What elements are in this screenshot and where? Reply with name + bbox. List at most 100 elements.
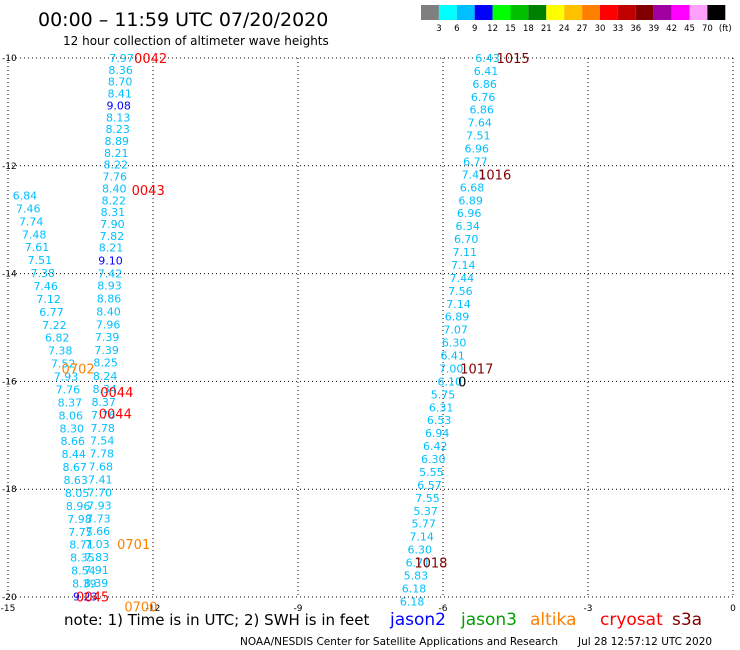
swh-value: 5.75 (431, 388, 456, 401)
swh-value: 7.38 (31, 267, 56, 280)
color-scale-label: 45 (684, 24, 695, 34)
swh-value: 8.25 (93, 357, 118, 370)
swh-value: 7.46 (16, 202, 41, 215)
pass-time-label: 1015 (497, 52, 530, 67)
color-scale-label: 39 (648, 24, 659, 34)
swh-value: 7.07 (443, 324, 468, 337)
swh-value: 8.30 (60, 422, 85, 435)
swh-value: 7.41 (462, 168, 487, 181)
swh-value: 6.41 (474, 65, 499, 78)
chart-title: 00:00 – 11:59 UTC 07/20/2020 (38, 9, 328, 31)
swh-value: 7.51 (28, 254, 53, 267)
satellite-s3a: s3a (672, 610, 702, 630)
swh-value: 7.70 (88, 486, 113, 499)
swh-value: 8.22 (104, 159, 129, 172)
swh-value: 6.86 (469, 104, 494, 117)
color-swatch (546, 5, 565, 20)
swh-value: 6.77 (39, 306, 64, 319)
swh-value: 7.73 (86, 512, 111, 525)
color-scale-label: 12 (487, 24, 498, 34)
swh-value: 7.38 (48, 345, 73, 358)
swh-value: 8.35 (70, 552, 95, 565)
x-tick-label: -6 (439, 604, 448, 614)
swh-value: 6.89 (458, 194, 483, 207)
swh-value: 7.93 (54, 371, 79, 384)
swh-value: 7.93 (87, 499, 112, 512)
color-swatch (421, 5, 439, 20)
swh-value: 7.42 (98, 268, 123, 281)
swh-value: 7.64 (467, 117, 492, 130)
pass-time-label: 1017 (460, 363, 493, 378)
color-scale-label: 3 (436, 24, 441, 34)
y-tick-label: -18 (2, 485, 17, 495)
note-text: note: 1) Time is in UTC; 2) SWH is in fe… (64, 611, 370, 629)
color-scale-legend: 3 6 9 12 15 18 21 24 27 30 33 36 39 42 45 70 (ft) (421, 5, 732, 34)
swh-value: 8.96 (66, 500, 91, 513)
x-tick-label: -15 (1, 604, 16, 614)
swh-value: 6.34 (455, 220, 480, 233)
swh-value: 5.55 (419, 466, 444, 479)
swh-value: 6.10 (438, 375, 463, 388)
swh-value: 8.93 (97, 280, 122, 293)
color-scale-label: 6 (454, 24, 459, 34)
satellite-cryosat: cryosat (600, 610, 663, 630)
swh-value: 7.52 (51, 358, 76, 371)
swh-value: 8.37 (91, 396, 116, 409)
swh-value: 9.08 (106, 99, 131, 112)
color-swatch (438, 5, 457, 20)
footer-timestamp: Jul 28 12:57:12 UTC 2020 (577, 636, 712, 648)
swh-value: 7.44 (450, 272, 475, 285)
swh-value: 8.21 (104, 147, 129, 160)
swh-value: 8.24 (93, 370, 118, 383)
swh-value: 6.70 (454, 233, 479, 246)
swh-value: 8.13 (106, 111, 131, 124)
x-tick-label: -12 (146, 604, 161, 614)
swh-value: 5.83 (404, 569, 429, 582)
y-tick-label: -16 (2, 377, 17, 387)
swh-value: 7.14 (451, 259, 476, 272)
color-scale-label: (ft) (719, 24, 732, 34)
y-tick-label: -14 (2, 270, 17, 280)
pass-time-label: 0701 (117, 538, 150, 553)
swh-value: 7.14 (446, 298, 471, 311)
swh-value: 9.23 (73, 591, 98, 604)
color-swatch (600, 5, 618, 20)
swh-value: 8.66 (61, 435, 86, 448)
swh-value: 7.61 (25, 241, 50, 254)
color-swatch (671, 5, 690, 20)
swh-value: 6.18 (402, 582, 427, 595)
color-scale-label: 18 (523, 24, 534, 34)
swh-value: 6.89 (445, 311, 470, 324)
swh-value: 6.76 (471, 91, 496, 104)
swh-value: 8.39 (72, 578, 97, 591)
swh-value: 6.43 (475, 52, 500, 65)
swh-value: 5.37 (413, 505, 438, 518)
swh-value: 6.77 (463, 156, 488, 169)
swh-value: 9.10 (98, 255, 123, 268)
color-scale-label: 42 (666, 24, 677, 34)
y-tick-label: -20 (2, 593, 17, 603)
swh-value: 6.18 (400, 595, 425, 608)
swh-value: 7.56 (448, 285, 473, 298)
color-swatch (510, 5, 529, 20)
swh-value: 6.53 (427, 414, 452, 427)
swh-value: 6.41 (440, 350, 465, 363)
chart-subtitle: 12 hour collection of altimeter wave hei… (63, 34, 329, 48)
color-scale-label: 21 (541, 24, 552, 34)
swh-value: 8.39 (84, 577, 109, 590)
color-swatch (635, 5, 654, 20)
swh-value: 8.22 (102, 194, 127, 207)
pass-time-label: 1018 (414, 557, 447, 572)
pass-time-label: 0044 (99, 408, 132, 423)
x-tick-label: -3 (584, 604, 593, 614)
swh-value: 6.94 (425, 427, 450, 440)
swh-value: 8.67 (62, 461, 87, 474)
swh-value: 7.46 (33, 280, 58, 293)
swh-value: 8.21 (99, 242, 124, 255)
swh-value: 6.30 (408, 544, 433, 557)
color-swatch (456, 5, 475, 20)
swh-value: 6.30 (421, 453, 446, 466)
swh-value: 6.82 (45, 332, 70, 345)
swh-value: 7.14 (409, 531, 434, 544)
